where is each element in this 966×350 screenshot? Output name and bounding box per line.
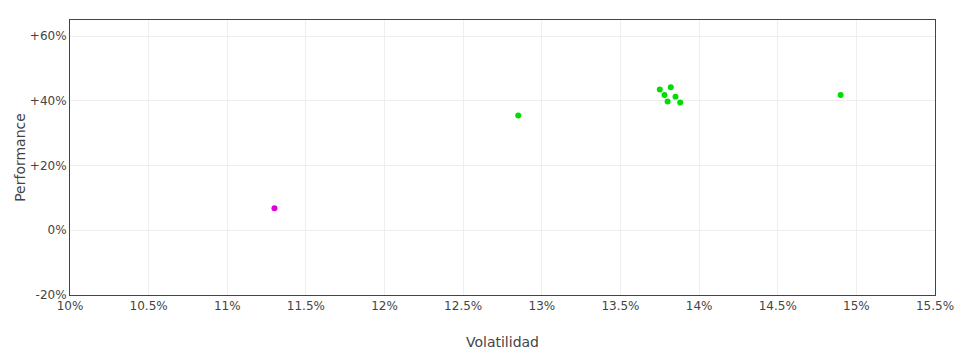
svg-text:15.5%: 15.5% bbox=[916, 299, 954, 313]
svg-text:14.5%: 14.5% bbox=[759, 299, 797, 313]
svg-text:0%: 0% bbox=[48, 223, 67, 237]
svg-text:12.5%: 12.5% bbox=[444, 299, 482, 313]
svg-text:-20%: -20% bbox=[36, 288, 67, 302]
svg-text:+60%: +60% bbox=[30, 29, 67, 43]
svg-text:13%: 13% bbox=[528, 299, 555, 313]
svg-text:10%: 10% bbox=[57, 299, 84, 313]
svg-text:12%: 12% bbox=[371, 299, 398, 313]
svg-text:+40%: +40% bbox=[30, 94, 67, 108]
svg-text:Performance: Performance bbox=[12, 113, 28, 202]
svg-text:+20%: +20% bbox=[30, 159, 67, 173]
svg-text:Volatilidad: Volatilidad bbox=[466, 334, 539, 350]
svg-text:11.5%: 11.5% bbox=[287, 299, 325, 313]
svg-text:14%: 14% bbox=[686, 299, 713, 313]
svg-text:15%: 15% bbox=[843, 299, 870, 313]
svg-text:13.5%: 13.5% bbox=[601, 299, 639, 313]
svg-text:11%: 11% bbox=[214, 299, 241, 313]
svg-text:10.5%: 10.5% bbox=[130, 299, 168, 313]
